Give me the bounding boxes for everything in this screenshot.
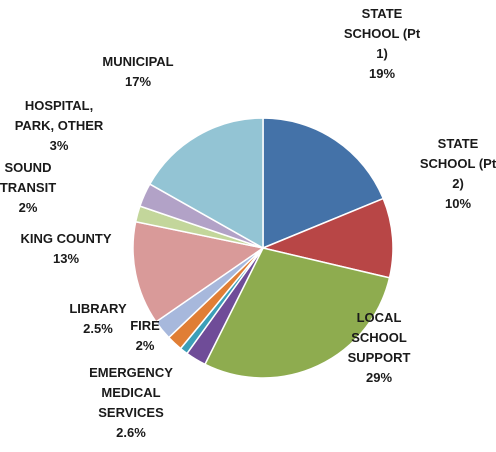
slice-label: STATE SCHOOL (Pt 1) 19% bbox=[344, 6, 421, 81]
slice-name: PARK, OTHER bbox=[15, 118, 104, 133]
slice-name: SOUND bbox=[5, 160, 52, 175]
slice-name: SCHOOL bbox=[351, 330, 407, 345]
slice-name: LIBRARY bbox=[69, 301, 127, 316]
slice-name: SUPPORT bbox=[348, 350, 411, 365]
slice-label: EMERGENCY MEDICAL SERVICES 2.6% bbox=[89, 365, 173, 440]
slice-percent: 17% bbox=[125, 74, 151, 89]
pie-slice bbox=[260, 197, 394, 279]
slice-percent: 2.5% bbox=[83, 321, 113, 336]
slice-name: SCHOOL (Pt bbox=[420, 156, 496, 171]
slice-name: FIRE bbox=[130, 318, 160, 333]
slice-label: KING COUNTY 13% bbox=[21, 231, 112, 266]
slice-percent: 29% bbox=[366, 370, 392, 385]
pie-slice bbox=[132, 220, 265, 323]
pie-slices bbox=[132, 117, 394, 379]
slice-name: 1) bbox=[376, 46, 388, 61]
slice-name: KING COUNTY bbox=[21, 231, 112, 246]
slice-name: MUNICIPAL bbox=[102, 54, 173, 69]
pie-slice bbox=[203, 247, 391, 379]
slice-name: 2) bbox=[452, 176, 464, 191]
slice-name: SERVICES bbox=[98, 405, 164, 420]
slice-label: LOCAL SCHOOL SUPPORT 29% bbox=[348, 310, 411, 385]
slice-label: MUNICIPAL 17% bbox=[102, 54, 173, 89]
slice-name: LOCAL bbox=[357, 310, 402, 325]
slice-label: LIBRARY 2.5% bbox=[69, 301, 127, 336]
slice-label: FIRE 2% bbox=[130, 318, 160, 353]
slice-name: TRANSIT bbox=[0, 180, 56, 195]
slice-name: STATE bbox=[362, 6, 403, 21]
slice-percent: 2% bbox=[136, 338, 155, 353]
pie-slice bbox=[262, 117, 385, 250]
slice-percent: 2% bbox=[19, 200, 38, 215]
slice-percent: 13% bbox=[53, 251, 79, 266]
pie-labels: STATE SCHOOL (Pt 1) 19% STATE SCHOOL (Pt 2) 10%… bbox=[0, 6, 496, 440]
slice-name: EMERGENCY bbox=[89, 365, 173, 380]
slice-name: SCHOOL (Pt bbox=[344, 26, 421, 41]
slice-percent: 10% bbox=[445, 196, 471, 211]
slice-label: STATE SCHOOL (Pt 2) 10% bbox=[420, 136, 496, 211]
pie-slice bbox=[148, 117, 264, 250]
slice-percent: 19% bbox=[369, 66, 395, 81]
slice-name: MEDICAL bbox=[101, 385, 160, 400]
slice-name: HOSPITAL, bbox=[25, 98, 93, 113]
slice-name: STATE bbox=[438, 136, 479, 151]
slice-percent: 2.6% bbox=[116, 425, 146, 440]
slice-label: SOUND TRANSIT 2% bbox=[0, 160, 56, 215]
slice-percent: 3% bbox=[50, 138, 69, 153]
slice-label: HOSPITAL, PARK, OTHER 3% bbox=[15, 98, 104, 153]
